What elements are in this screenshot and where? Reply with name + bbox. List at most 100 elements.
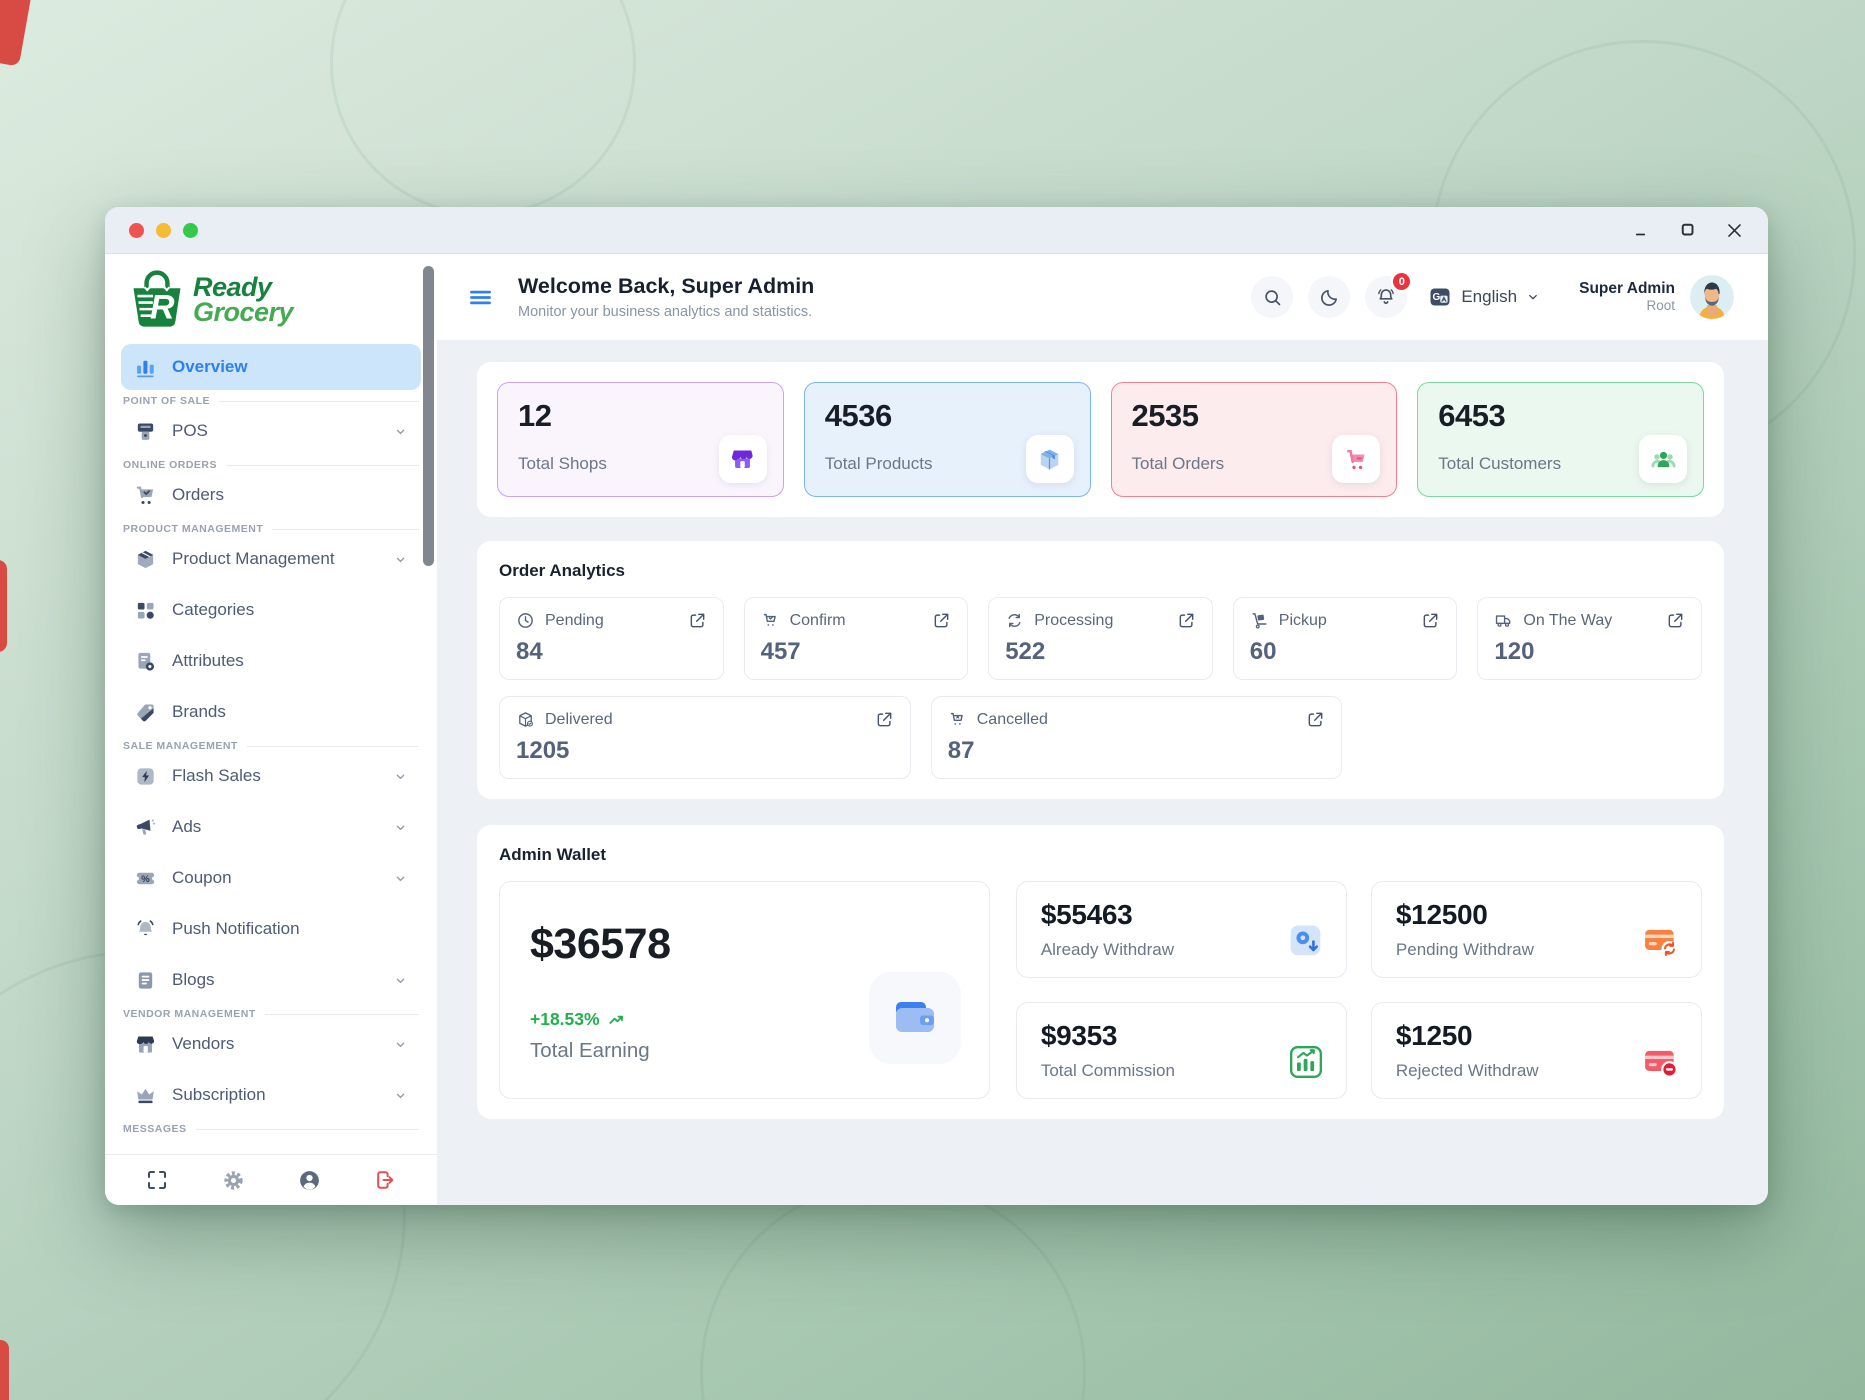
hamburger-menu-icon[interactable] — [467, 284, 494, 311]
analytics-label: Pending — [545, 611, 604, 629]
window-titlebar — [105, 207, 1768, 254]
maximize-icon[interactable] — [1679, 221, 1697, 239]
withdraw-icon — [1290, 925, 1321, 956]
wallet-value: $55463 — [1040, 899, 1133, 930]
svg-text:G: G — [1433, 292, 1441, 303]
bell-icon — [137, 919, 154, 935]
sidebar-item-label: Product Management — [172, 549, 335, 568]
chevron-down-icon — [396, 774, 405, 779]
truck-icon — [1496, 615, 1511, 627]
paint-splash — [0, 1340, 9, 1400]
close-icon[interactable] — [1725, 221, 1744, 240]
sidebar-item-orders[interactable]: Orders — [121, 472, 421, 518]
flash-icon — [137, 767, 154, 785]
grid-icon — [137, 602, 154, 619]
traffic-light-zoom[interactable] — [183, 222, 198, 238]
dolly-icon — [1252, 613, 1267, 629]
cart-icon — [136, 486, 154, 504]
sidebar-item-label: Ads — [172, 817, 202, 836]
external-link-icon[interactable] — [875, 710, 894, 729]
settings-button[interactable] — [216, 1163, 250, 1197]
fullscreen-button[interactable] — [140, 1163, 174, 1197]
wallet-value: $1250 — [1395, 1020, 1473, 1051]
external-link-icon[interactable] — [1666, 611, 1685, 630]
sidebar-item-attributes[interactable]: Attributes — [121, 638, 421, 684]
sidebar-item-label: Blogs — [172, 970, 215, 989]
language-label: English — [1461, 287, 1518, 306]
main-area: Welcome Back, Super Admin Monitor your b… — [437, 254, 1768, 1205]
paint-splash — [0, 0, 33, 67]
language-selector[interactable]: G English — [1428, 285, 1540, 309]
stat-label: Total Products — [824, 454, 933, 473]
sidebar-item-overview[interactable]: Overview — [121, 344, 421, 390]
dark-mode-button[interactable] — [1308, 276, 1351, 318]
app-window: R Ready Grocery — [105, 207, 1768, 1205]
minimize-icon[interactable] — [1633, 221, 1651, 239]
user-role: Root — [1646, 298, 1675, 314]
bell-icon — [1378, 289, 1395, 304]
wallet-value: $9353 — [1040, 1020, 1118, 1051]
brand-logo[interactable]: R Ready Grocery — [121, 264, 421, 344]
earning-change: +18.53% — [530, 1009, 959, 1030]
chevron-down-icon — [396, 1093, 405, 1098]
wallet-label: Already Withdraw — [1040, 940, 1175, 959]
external-link-icon[interactable] — [1177, 611, 1196, 630]
background-doodle — [330, 0, 636, 216]
traffic-light-minimize[interactable] — [156, 222, 171, 238]
analytics-card-processing: Processing 522 — [988, 597, 1213, 680]
translate-icon: G — [1430, 288, 1450, 306]
page-subtitle: Monitor your business analytics and stat… — [518, 304, 813, 320]
analytics-card-pickup: Pickup 60 — [1232, 597, 1458, 680]
external-link-icon[interactable] — [1306, 710, 1325, 729]
analytics-card-delivered: Delivered 1205 — [499, 696, 911, 779]
analytics-label: Delivered — [545, 710, 613, 728]
sidebar-item-product-management[interactable]: Product Management — [121, 536, 421, 582]
analytics-value: 120 — [1494, 638, 1535, 665]
logout-button[interactable] — [368, 1163, 402, 1197]
analytics-value: 1205 — [516, 737, 570, 764]
wallet-label: Pending Withdraw — [1395, 940, 1534, 959]
external-link-icon[interactable] — [688, 611, 707, 630]
external-link-icon[interactable] — [932, 611, 951, 630]
user-info: Super Admin Root — [1579, 279, 1675, 315]
sidebar-item-push-notification[interactable]: Push Notification — [121, 906, 421, 952]
top-header: Welcome Back, Super Admin Monitor your b… — [437, 254, 1768, 340]
analytics-card-confirm: Confirm 457 — [743, 597, 969, 680]
wallet-value: $12500 — [1395, 899, 1488, 930]
chevron-down-icon — [396, 1042, 405, 1047]
wallet-card-total-commission: $9353 Total Commission — [1015, 1002, 1347, 1099]
earning-label: Total Earning — [530, 1039, 650, 1062]
sidebar-item-brands[interactable]: Brands — [121, 689, 421, 735]
sidebar-item-pos[interactable]: POS — [121, 408, 421, 454]
search-button[interactable] — [1251, 276, 1294, 318]
sidebar-item-categories[interactable]: Categories — [121, 587, 421, 633]
sidebar-section-label: ONLINE ORDERS — [123, 459, 419, 471]
sidebar-item-blogs[interactable]: Blogs — [121, 957, 421, 1003]
wallet-card-rejected-withdraw: $1250 Rejected Withdraw — [1370, 1002, 1702, 1099]
logout-icon — [377, 1171, 394, 1189]
stat-card-total-shops: 12 Total Shops — [497, 382, 784, 497]
notifications-button[interactable]: 0 — [1365, 271, 1413, 318]
sidebar-item-flash-sales[interactable]: Flash Sales — [121, 753, 421, 799]
avatar[interactable] — [1690, 275, 1734, 319]
user-circle-icon — [299, 1170, 319, 1190]
profile-button[interactable] — [292, 1163, 326, 1197]
user-name: Super Admin — [1579, 279, 1675, 297]
brand-name: Ready Grocery — [193, 272, 294, 327]
sidebar-item-coupon[interactable]: % Coupon — [121, 855, 421, 901]
arrows-rotate-icon — [1008, 613, 1021, 628]
sidebar-nav: R Ready Grocery — [105, 254, 437, 1154]
external-link-icon[interactable] — [1421, 611, 1440, 630]
traffic-light-close[interactable] — [129, 222, 144, 238]
wallet-card-already-withdraw: $55463 Already Withdraw — [1015, 881, 1347, 978]
sidebar-item-ads[interactable]: Ads — [121, 804, 421, 850]
analytics-label: Processing — [1034, 611, 1114, 629]
earning-value: $36578 — [530, 920, 671, 968]
sidebar-section-label: SALE MANAGEMENT — [123, 740, 419, 752]
sidebar-item-subscription[interactable]: Subscription — [121, 1072, 421, 1118]
sidebar-scrollbar[interactable] — [423, 266, 434, 566]
total-earning-card: $36578 +18.53% Total Earning — [499, 881, 990, 1099]
wallet-icon — [895, 1002, 934, 1032]
paint-splash — [0, 560, 7, 652]
sidebar-item-vendors[interactable]: Vendors — [121, 1021, 421, 1067]
